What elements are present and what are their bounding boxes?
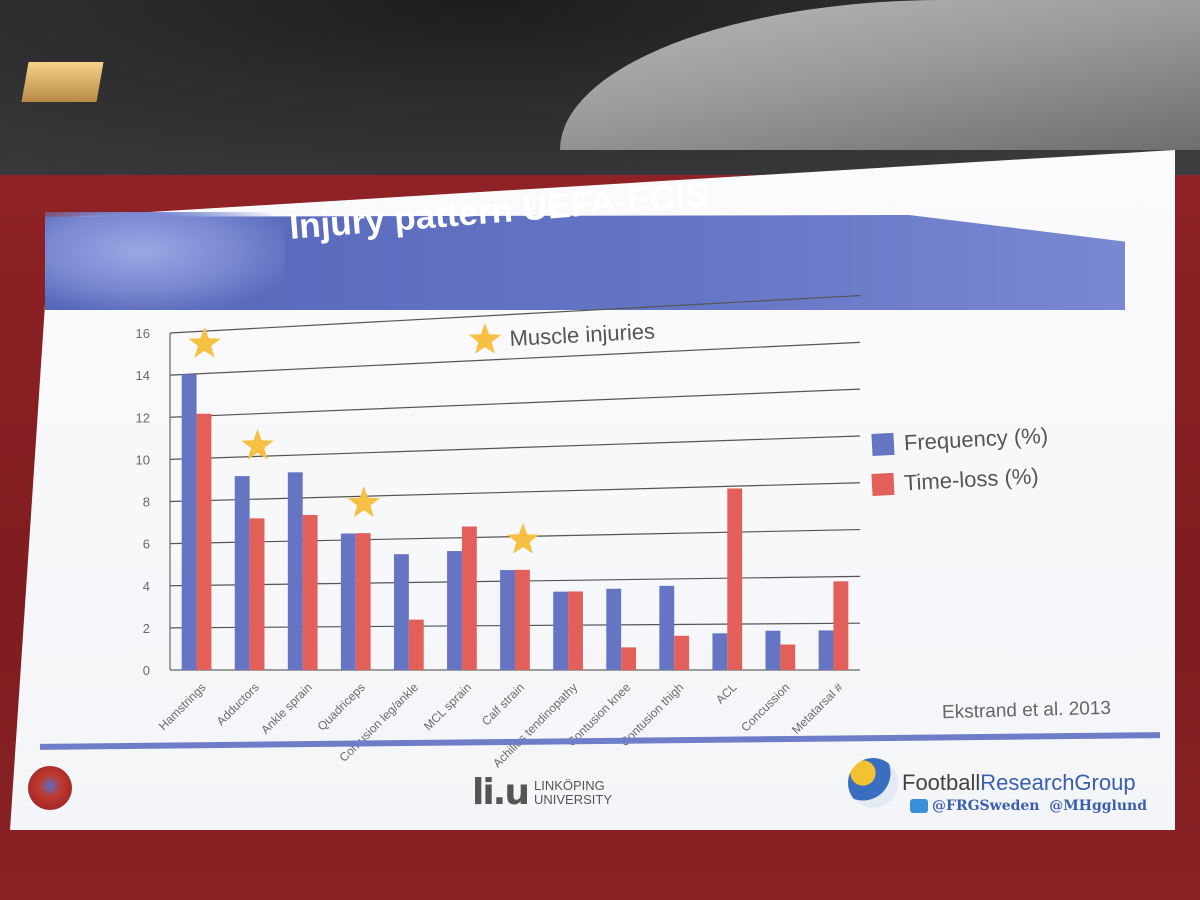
chart-legend: Frequency (%) Time-loss (%) [871, 422, 1049, 505]
linkoping-university-logo: li.u LINKÖPING UNIVERSITY [472, 772, 612, 813]
football-research-group-logo [848, 758, 898, 808]
bar-time-loss [249, 518, 265, 670]
bar-time-loss [780, 644, 796, 670]
bar-frequency [340, 533, 356, 670]
bar-frequency [287, 472, 303, 670]
x-tick-label: Concussion [738, 680, 792, 734]
y-tick-label: 2 [143, 621, 150, 636]
frg-name: FootballResearchGroup [902, 770, 1136, 796]
twitter-handle-2: @MHgglund [1049, 798, 1148, 814]
twitter-handles: @FRGSweden @MHgglund [910, 798, 1147, 814]
bar-frequency [659, 585, 675, 670]
liu-mark: li.u [472, 772, 530, 813]
bar-time-loss [355, 533, 371, 670]
star-icon [468, 323, 502, 354]
y-tick-label: 16 [136, 326, 150, 341]
star-icon [241, 428, 274, 460]
banner-photo [45, 212, 285, 310]
y-tick-label: 14 [136, 368, 150, 383]
bar-frequency [234, 476, 250, 670]
x-tick-label: MCL sprain [421, 680, 474, 733]
star-icon [347, 486, 380, 518]
bar-time-loss [833, 581, 849, 670]
liu-text-line-1: LINKÖPING [533, 777, 605, 793]
citation: Ekstrand et al. 2013 [941, 697, 1112, 724]
x-tick-label: Ankle sprain [258, 680, 315, 737]
gridline [169, 435, 861, 460]
liu-text: LINKÖPING UNIVERSITY [533, 777, 612, 807]
gridline [169, 341, 861, 376]
twitter-icon [910, 799, 928, 813]
legend-swatch-frequency [871, 432, 895, 456]
twitter-handle-1: @FRGSweden [932, 798, 1040, 814]
bar-frequency [765, 630, 781, 670]
bar-time-loss [674, 635, 690, 670]
bar-frequency [393, 554, 409, 670]
legend-label-frequency: Frequency (%) [903, 422, 1049, 456]
bar-time-loss [408, 619, 424, 670]
bar-time-loss [302, 514, 318, 670]
bar-frequency [447, 551, 462, 670]
y-tick-label: 10 [136, 452, 150, 467]
bar-frequency [500, 570, 515, 670]
y-tick-label: 4 [143, 579, 150, 594]
bar-frequency [712, 633, 728, 670]
legend-item-time-loss: Time-loss (%) [871, 456, 1049, 505]
y-tick-label: 0 [143, 663, 150, 678]
frg-name-part-2: ResearchGroup [980, 770, 1136, 795]
liu-text-line-2: UNIVERSITY [533, 791, 612, 807]
x-tick-label: Hamstrings [156, 680, 209, 733]
bar-time-loss [515, 569, 530, 670]
y-tick-label: 8 [143, 495, 150, 510]
legend-swatch-time-loss [871, 472, 895, 496]
x-tick-label: Adductors [214, 680, 262, 728]
muscle-injuries-annotation: Muscle injuries [509, 318, 656, 351]
bar-time-loss [568, 591, 583, 670]
bar-time-loss [196, 413, 212, 670]
bar-frequency [606, 588, 622, 670]
gridline [169, 388, 861, 418]
legend-label-time-loss: Time-loss (%) [903, 463, 1040, 496]
y-tick-label: 6 [143, 537, 150, 552]
gridline [169, 482, 861, 503]
bar-frequency [181, 374, 197, 670]
gridline [169, 294, 861, 334]
x-tick-label: Calf strain [479, 680, 527, 728]
uefa-logo [28, 766, 72, 810]
x-tick-label: ACL [713, 680, 740, 707]
bar-frequency [553, 591, 569, 670]
x-tick-label: Quadriceps [315, 680, 368, 733]
frg-name-part-1: Football [902, 770, 981, 795]
bar-time-loss [621, 647, 637, 670]
star-icon [506, 523, 540, 554]
bar-frequency [818, 630, 834, 670]
bar-time-loss [461, 526, 477, 670]
bar-time-loss [727, 488, 743, 670]
y-tick-label: 12 [136, 410, 150, 425]
star-icon [188, 326, 221, 358]
x-tick-label: Metatarsal # [789, 680, 846, 737]
